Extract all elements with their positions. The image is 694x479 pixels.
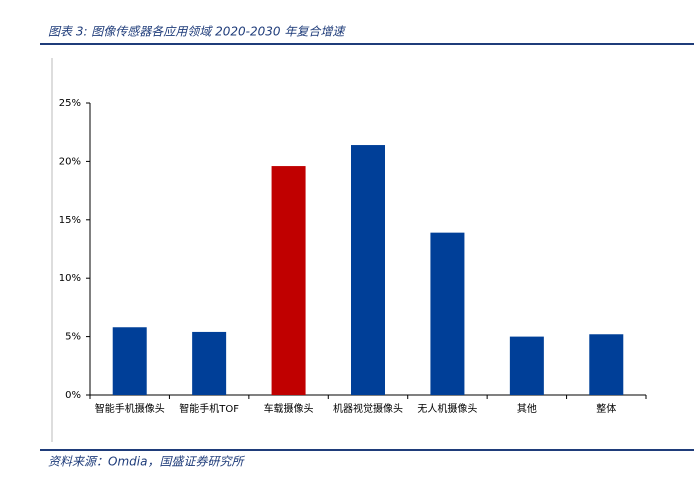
bar <box>271 166 306 395</box>
x-tick-label: 智能手机TOF <box>179 402 239 415</box>
bar <box>112 327 147 395</box>
x-tick-label: 其他 <box>517 402 537 415</box>
x-tick-label: 智能手机摄像头 <box>95 402 165 415</box>
x-tick-label: 机器视觉摄像头 <box>333 402 403 415</box>
y-tick-label: 0% <box>65 390 81 401</box>
x-tick-label: 整体 <box>596 402 616 415</box>
y-tick-label: 20% <box>59 156 81 167</box>
chart-title: 图表 3: 图像传感器各应用领域 2020-2030 年复合增速 <box>48 25 346 39</box>
bar <box>430 232 465 395</box>
y-tick-label: 15% <box>59 215 81 226</box>
y-tick-label: 5% <box>65 332 81 343</box>
bar <box>589 334 624 395</box>
x-tick-label: 无人机摄像头 <box>417 402 477 415</box>
bar <box>351 145 385 395</box>
bar <box>509 336 544 395</box>
source-note: 资料来源：Omdia，国盛证券研究所 <box>48 455 245 469</box>
y-tick-label: 25% <box>59 98 81 109</box>
bar <box>192 331 227 395</box>
y-tick-label: 10% <box>59 273 81 284</box>
x-tick-label: 车载摄像头 <box>264 402 314 415</box>
